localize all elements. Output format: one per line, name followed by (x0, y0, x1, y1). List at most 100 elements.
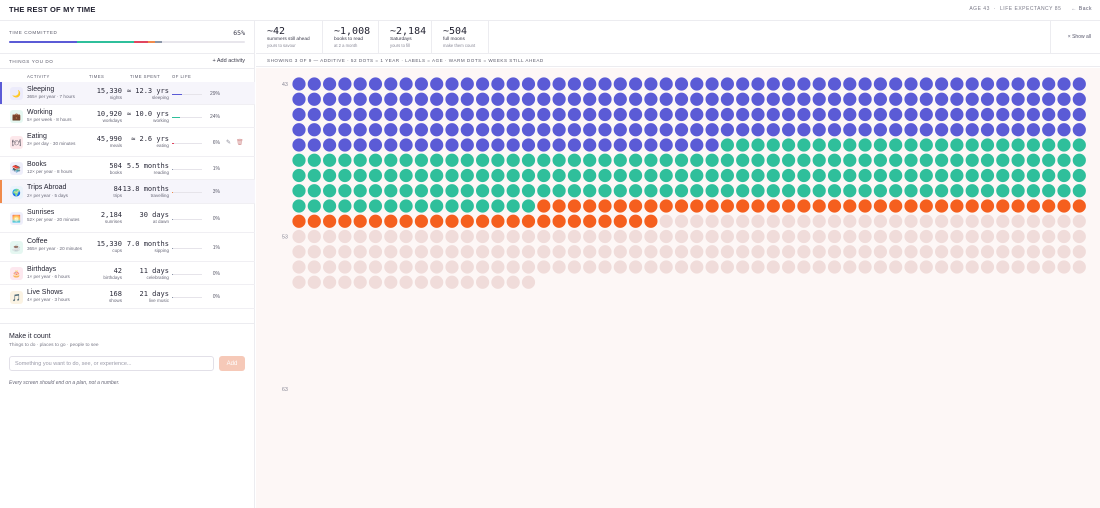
week-dot-working (996, 138, 1010, 152)
activity-row-trips-abroad[interactable]: 🌍 Trips Abroad 2× per year · 5 days 84 trips… (0, 180, 255, 204)
stat-label: summers still ahead (267, 37, 310, 42)
week-dot-sleeping (583, 123, 597, 137)
week-dot-working (950, 168, 964, 183)
week-dot-working (674, 184, 689, 198)
week-dot-sleeping (873, 107, 888, 122)
week-dot-sleeping (414, 92, 428, 106)
week-dot-working (950, 184, 964, 198)
week-dot-working (873, 184, 888, 198)
life-share-percent: 1% (212, 166, 220, 172)
life-share-percent: 3% (212, 189, 220, 195)
week-dot-working (950, 153, 964, 167)
week-dot-remaining (950, 229, 964, 244)
week-dot-sleeping (368, 92, 383, 106)
week-dot-remaining (307, 229, 321, 244)
week-dot-trips-abroad (506, 214, 520, 228)
trash-icon[interactable]: 🗑 (236, 140, 244, 146)
week-dot-sleeping (904, 77, 918, 91)
week-dot-remaining (766, 229, 780, 244)
week-dot-sleeping (292, 77, 306, 91)
week-dot-working (384, 153, 398, 167)
activity-row-working[interactable]: 💼 Working 5× per week · 8 hours 10,920 workd… (0, 105, 255, 128)
week-dot-working (751, 168, 765, 183)
week-dot-working (797, 168, 811, 183)
activity-row-sunrises[interactable]: 🌅 Sunrises 52× per year · 20 minutes 2,184 s… (0, 204, 255, 233)
add-activity-button[interactable]: + Add activity (212, 58, 245, 64)
week-dot-remaining (965, 245, 979, 259)
stat-card[interactable]: ~2,184 Saturdays yours to fill (379, 21, 432, 53)
activity-frequency: 365× per year · 20 minutes (27, 246, 83, 251)
activity-row-eating[interactable]: 🍽 Eating 3× per day · 30 minutes 45,990 meal… (0, 128, 255, 157)
week-dot-trips-abroad (873, 199, 888, 213)
week-dot-remaining (935, 214, 949, 228)
week-dot-remaining (659, 245, 673, 259)
week-dot-remaining (307, 260, 321, 274)
week-dot-trips-abroad (537, 214, 551, 228)
week-dot-remaining (827, 260, 842, 274)
life-share-bar (172, 274, 202, 275)
week-dot-sleeping (629, 107, 643, 122)
week-dot-sleeping (720, 107, 734, 122)
close-icon: × (1067, 34, 1071, 40)
week-dot-sleeping (430, 138, 444, 152)
week-dot-working (644, 153, 658, 167)
week-dot-remaining (1057, 214, 1071, 228)
week-dot-remaining (736, 214, 750, 228)
activity-row-sleeping[interactable]: 🌙 Sleeping 365× per year · 7 hours 15,330 ni… (0, 82, 255, 105)
week-dot-remaining (430, 260, 444, 274)
week-dot-sleeping (430, 107, 444, 122)
week-dot-working (782, 184, 796, 198)
week-dot-trips-abroad (491, 214, 505, 228)
activity-row-birthdays[interactable]: 🎂 Birthdays 1× per year · 6 hours 42 birthda… (0, 262, 255, 285)
week-dot-remaining (858, 260, 872, 274)
week-dot-sleeping (1042, 77, 1056, 91)
week-dot-sleeping (674, 92, 689, 106)
music-note-icon: 🎵 (10, 291, 23, 304)
week-dot-remaining (690, 260, 704, 274)
week-dot-sleeping (338, 138, 352, 152)
week-dot-working (766, 153, 780, 167)
week-dot-sleeping (674, 107, 689, 122)
life-share-percent: 29% (209, 91, 220, 97)
back-button[interactable]: ← Back (1071, 6, 1092, 12)
week-dot-sleeping (858, 123, 872, 137)
add-plan-button[interactable]: Add (219, 356, 245, 371)
week-dot-sleeping (950, 92, 964, 106)
week-dot-remaining (965, 214, 979, 228)
plan-input[interactable] (9, 356, 214, 371)
edit-icon[interactable]: ✎ (226, 140, 232, 146)
week-dot-trips-abroad (460, 214, 474, 228)
week-dot-sleeping (980, 92, 995, 106)
show-all-button[interactable]: × Show all (1068, 34, 1091, 40)
week-dot-working (919, 168, 933, 183)
stat-card[interactable]: ~42 summers still ahead yours to savour (256, 21, 323, 53)
week-dot-remaining (368, 275, 383, 289)
week-dot-remaining (567, 245, 581, 259)
stat-card[interactable]: ~504 full moons make them count (432, 21, 489, 53)
col-of-life: OF LIFE (172, 74, 192, 79)
week-dot-working (476, 184, 490, 198)
week-dot-working (797, 138, 811, 152)
week-dot-sleeping (720, 77, 734, 91)
week-dot-remaining (414, 245, 428, 259)
week-dot-sleeping (751, 77, 765, 91)
week-dot-sleeping (705, 92, 719, 106)
activity-row-live-shows[interactable]: 🎵 Live Shows 4× per year · 3 hours 168 shows… (0, 285, 255, 309)
week-dot-sleeping (430, 77, 444, 91)
week-dot-remaining (1042, 229, 1056, 244)
week-dot-working (414, 184, 428, 198)
activity-time-spent: ≈ 2.6 yrs (131, 135, 169, 143)
age-label: 63 (282, 387, 288, 393)
week-dot-sleeping (292, 107, 306, 122)
week-dot-remaining (996, 245, 1010, 259)
week-dot-working (889, 168, 903, 183)
week-dot-working (598, 168, 612, 183)
stat-card[interactable]: ~1,008 books to read at 2 a month (323, 21, 379, 53)
week-dot-working (889, 184, 903, 198)
activity-row-books[interactable]: 📚 Books 12× per year · 8 hours 504 books 5.5 … (0, 157, 255, 180)
week-dot-working (1072, 184, 1086, 198)
week-dot-remaining (613, 260, 627, 274)
week-dot-working (506, 199, 520, 213)
activity-row-coffee[interactable]: ☕ Coffee 365× per year · 20 minutes 15,330 c… (0, 233, 255, 262)
week-dot-working (980, 168, 995, 183)
